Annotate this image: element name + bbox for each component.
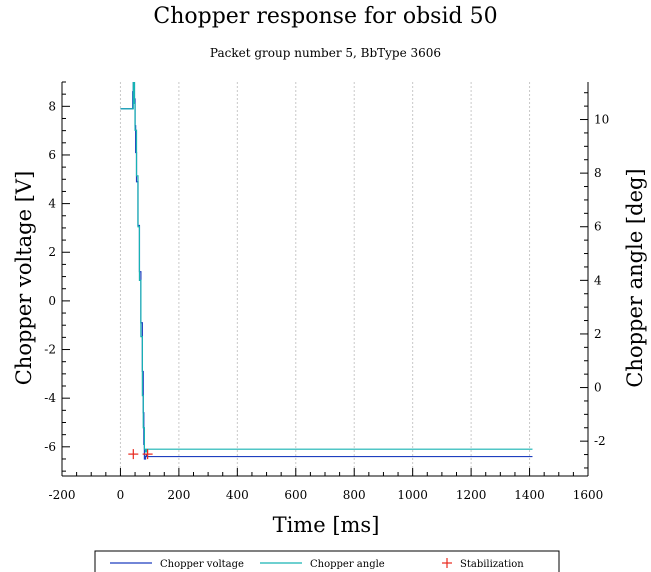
y-left-tick-label: 2 [48,245,56,259]
x-tick-label: 1400 [514,488,545,502]
x-tick-label: 400 [226,488,249,502]
y-right-tick-label: 2 [594,327,602,341]
x-tick-label: -200 [49,488,76,502]
legend: Chopper voltage Chopper angle Stabilizatio… [94,550,560,572]
y-right-tick-label: 4 [594,273,602,287]
chart-subtitle: Packet group number 5, BbType 3606 [209,46,442,60]
y-right-axis-title: Chopper angle [deg] [623,168,647,387]
stabilization-marker [128,449,139,460]
y-right-tick-label: 8 [594,166,602,180]
y-left-tick-label: 0 [48,294,56,308]
legend-label-chopper-voltage: Chopper voltage [160,559,244,570]
y-left-axis-title: Chopper voltage [V] [12,171,36,386]
y-left-tick-label: -2 [44,343,56,357]
x-axis-title: Time [ms] [273,513,380,537]
x-tick-label: 200 [167,488,190,502]
y-left-tick-label: -4 [44,391,56,405]
legend-label-chopper-angle: Chopper angle [310,559,385,570]
y-left-tick-label: 6 [48,148,56,162]
x-tick-label: 600 [284,488,307,502]
x-tick-label: 1600 [573,488,604,502]
chart-title: Chopper response for obsid 50 [153,4,498,29]
y-left-tick-label: -6 [44,440,56,454]
grid [119,82,531,476]
y-right-tick-label: 10 [594,113,609,127]
x-tick-label: 1000 [397,488,428,502]
x-tick-label: 800 [343,488,366,502]
x-tick-label: 1200 [456,488,487,502]
y-left-tick-label: 4 [48,197,56,211]
axes: -200 0 200 400 600 800 1000 1200 1400 1600 8 6 4 2 0 -2… [44,81,609,502]
legend-marker-stabilization [442,558,452,568]
y-right-tick-label: -2 [594,434,606,448]
x-tick-label: 0 [117,488,125,502]
y-right-tick-label: 0 [594,381,602,395]
series-layer [120,82,533,460]
legend-label-stabilization: Stabilization [460,559,524,570]
y-right-tick-label: 6 [594,220,602,234]
legend-box [94,550,560,572]
stabilization-marker [142,449,153,460]
series-chopper-angle [120,82,533,453]
y-left-tick-label: 8 [48,99,56,113]
